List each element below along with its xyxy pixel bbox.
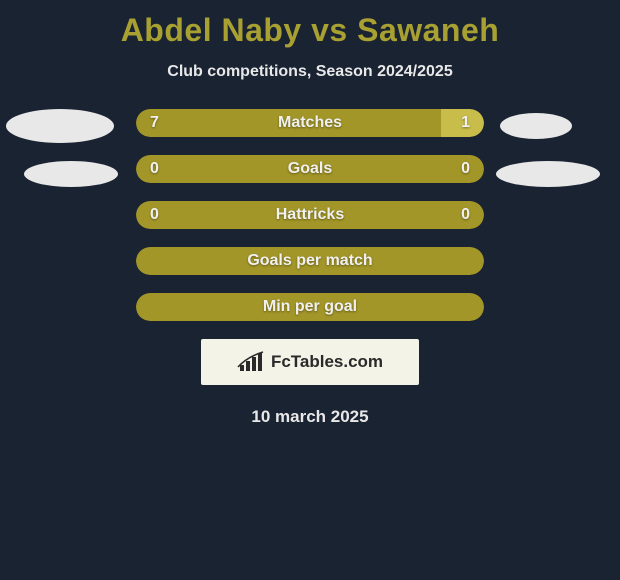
stats-container: 71Matches 00Goals 00Hattricks Goals per mat… — [0, 109, 620, 321]
stat-label: Matches — [136, 114, 484, 132]
player-badge-ellipse — [500, 113, 572, 139]
stat-row: 71Matches — [136, 109, 484, 137]
stat-row: 00Hattricks — [136, 201, 484, 229]
player-badge-ellipse — [496, 161, 600, 187]
bar-chart-icon — [237, 351, 265, 373]
stat-row: Goals per match — [136, 247, 484, 275]
comparison-chart: 71Matches 00Goals 00Hattricks Goals per mat… — [0, 109, 620, 427]
fctables-logo: FcTables.com — [201, 339, 419, 385]
logo-text: FcTables.com — [271, 352, 383, 372]
player-badge-ellipse — [24, 161, 118, 187]
stat-label: Hattricks — [136, 206, 484, 224]
stat-label: Goals — [136, 160, 484, 178]
stat-label: Min per goal — [136, 298, 484, 316]
stat-row: Min per goal — [136, 293, 484, 321]
date-label: 10 march 2025 — [0, 407, 620, 427]
stat-row: 00Goals — [136, 155, 484, 183]
stat-label: Goals per match — [136, 252, 484, 270]
player-badge-ellipse — [6, 109, 114, 143]
subtitle: Club competitions, Season 2024/2025 — [0, 63, 620, 81]
page-title: Abdel Naby vs Sawaneh — [0, 0, 620, 49]
